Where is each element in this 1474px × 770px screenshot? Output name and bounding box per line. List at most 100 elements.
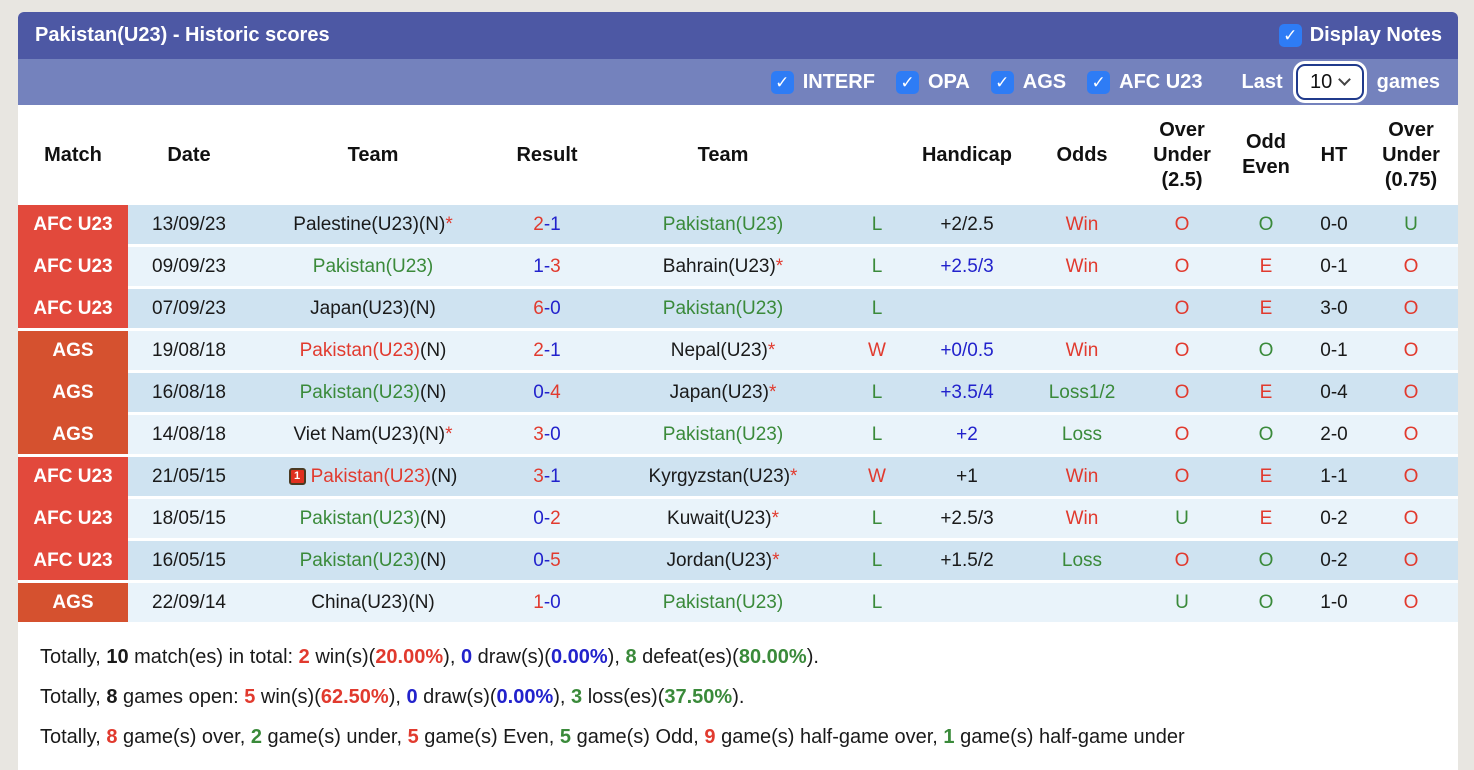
date-cell: 21/05/15: [152, 465, 226, 487]
handicap-cell: +1.5/2: [906, 541, 1028, 580]
ht-cell: 3-0: [1320, 297, 1348, 319]
filter-opa[interactable]: ✓ OPA: [895, 70, 970, 94]
ht-cell: 0-0: [1320, 213, 1348, 235]
text-segment: 6: [533, 297, 544, 319]
text-segment: +1.5/2: [940, 549, 994, 571]
display-notes-toggle[interactable]: ✓ Display Notes: [1278, 24, 1442, 47]
text-segment: 10: [106, 646, 129, 668]
home-team-cell: Pakistan(U23) (N): [250, 499, 496, 538]
afc-u23-checkbox[interactable]: ✓: [1087, 70, 1111, 94]
last-label: Last: [1241, 70, 1283, 93]
text-segment: +2.5/3: [940, 507, 994, 529]
text-segment: (N): [431, 465, 458, 487]
home-team-cell: Viet Nam(U23)(N) *: [250, 415, 496, 454]
text-segment: Pakistan(U23): [299, 381, 420, 403]
filter-ags[interactable]: ✓ AGS: [990, 70, 1066, 94]
result-cell: 2-1: [496, 205, 598, 244]
text-segment: O: [1403, 423, 1419, 445]
text-segment: (N): [420, 339, 447, 361]
over-under-075-cell: O: [1364, 373, 1458, 412]
text-segment: E: [1259, 255, 1273, 277]
text-segment: Totally,: [40, 686, 107, 708]
win-loss-cell: L: [848, 499, 906, 538]
text-segment: U: [1175, 591, 1189, 613]
competition-badge: AFC U23: [18, 541, 128, 580]
date-cell: 22/09/14: [152, 591, 226, 613]
handicap-cell: [906, 583, 1028, 622]
ht-cell: 0-1: [1320, 255, 1348, 277]
chevron-down-icon: [1338, 73, 1352, 86]
filter-interf[interactable]: ✓ INTERF: [770, 70, 875, 94]
text-segment: 0: [550, 297, 561, 319]
text-segment: game(s) Even,: [418, 726, 560, 748]
last-games-value: 10: [1310, 70, 1333, 93]
text-segment: draw(s)(: [472, 646, 551, 668]
text-segment: 0: [533, 381, 544, 403]
text-segment: U: [1404, 213, 1418, 235]
text-segment: 8: [625, 646, 637, 668]
match-row: AGS 14/08/18 Viet Nam(U23)(N) * 3-0 Pakistan(…: [18, 415, 1458, 454]
text-segment: Win: [1065, 213, 1099, 235]
odd-even-cell: E: [1228, 457, 1304, 496]
text-segment: 5: [550, 549, 561, 571]
text-segment: 2: [533, 213, 544, 235]
ags-checkbox[interactable]: ✓: [990, 70, 1014, 94]
text-segment: 37.50%: [664, 686, 733, 708]
over-under-075-cell: O: [1364, 457, 1458, 496]
over-under-25-cell: O: [1136, 247, 1228, 286]
summary-line: Totally, 8 games open: 5 win(s)(62.50%),…: [40, 677, 1448, 717]
filter-bar: ✓ INTERF ✓ OPA ✓ AGS ✓ AFC U23 Last 10 g…: [18, 59, 1458, 105]
text-segment: (N): [420, 549, 447, 571]
text-segment: Kuwait(U23): [667, 507, 772, 529]
text-segment: 0: [550, 423, 561, 445]
text-segment: *: [767, 339, 776, 361]
text-segment: -: [543, 423, 551, 445]
away-team-cell: Jordan(U23) *: [598, 541, 848, 580]
text-segment: -: [543, 507, 551, 529]
col-header-result: Result: [516, 143, 578, 166]
text-segment: Win: [1065, 465, 1099, 487]
opa-checkbox[interactable]: ✓: [895, 70, 919, 94]
odds-cell: [1028, 289, 1136, 328]
away-team-cell: Japan(U23) *: [598, 373, 848, 412]
odd-even-cell: E: [1228, 499, 1304, 538]
title-bar: Pakistan(U23) - Historic scores ✓ Displa…: [18, 12, 1458, 59]
text-segment: *: [772, 549, 780, 571]
away-team-cell: Pakistan(U23): [598, 205, 848, 244]
competition-badge: AFC U23: [18, 457, 128, 499]
odds-cell: [1028, 583, 1136, 622]
handicap-cell: [906, 289, 1028, 328]
summary-notes: Totally, 10 match(es) in total: 2 win(s)…: [18, 625, 1458, 770]
col-header-over-under-075: Over Under (0.75): [1382, 118, 1440, 191]
display-notes-checkbox[interactable]: ✓: [1278, 24, 1302, 47]
col-header-date: Date: [167, 143, 211, 166]
text-segment: 0: [406, 686, 418, 708]
match-row: AFC U23 16/05/15 Pakistan(U23) (N) 0-5 Jordan…: [18, 541, 1458, 580]
odds-cell: Win: [1028, 205, 1136, 244]
odd-even-cell: E: [1228, 289, 1304, 328]
text-segment: game(s) over,: [117, 726, 251, 748]
competition-badge: AFC U23: [18, 205, 128, 247]
text-segment: O: [1403, 381, 1419, 403]
home-team-cell: Palestine(U23)(N) *: [250, 205, 496, 244]
text-segment: +0/0.5: [940, 339, 994, 361]
interf-checkbox[interactable]: ✓: [770, 70, 794, 94]
filter-afc-u23[interactable]: ✓ AFC U23: [1087, 70, 1203, 94]
opa-label: OPA: [927, 70, 970, 93]
odds-cell: Loss: [1028, 541, 1136, 580]
text-segment: -: [543, 213, 551, 235]
text-segment: -: [543, 549, 551, 571]
result-cell: 1-3: [496, 247, 598, 286]
ht-cell: 1-1: [1320, 465, 1348, 487]
over-under-075-cell: O: [1364, 331, 1458, 370]
handicap-cell: +2: [906, 415, 1028, 454]
text-segment: 3: [550, 255, 561, 277]
win-loss-cell: L: [848, 205, 906, 244]
page-title: Pakistan(U23) - Historic scores: [35, 24, 330, 46]
text-segment: win(s)(: [255, 686, 321, 708]
last-games-select[interactable]: 10: [1295, 64, 1364, 100]
over-under-075-cell: U: [1364, 205, 1458, 244]
away-team-cell: Nepal(U23) *: [598, 331, 848, 370]
handicap-cell: +2/2.5: [906, 205, 1028, 244]
text-segment: L: [871, 549, 883, 571]
